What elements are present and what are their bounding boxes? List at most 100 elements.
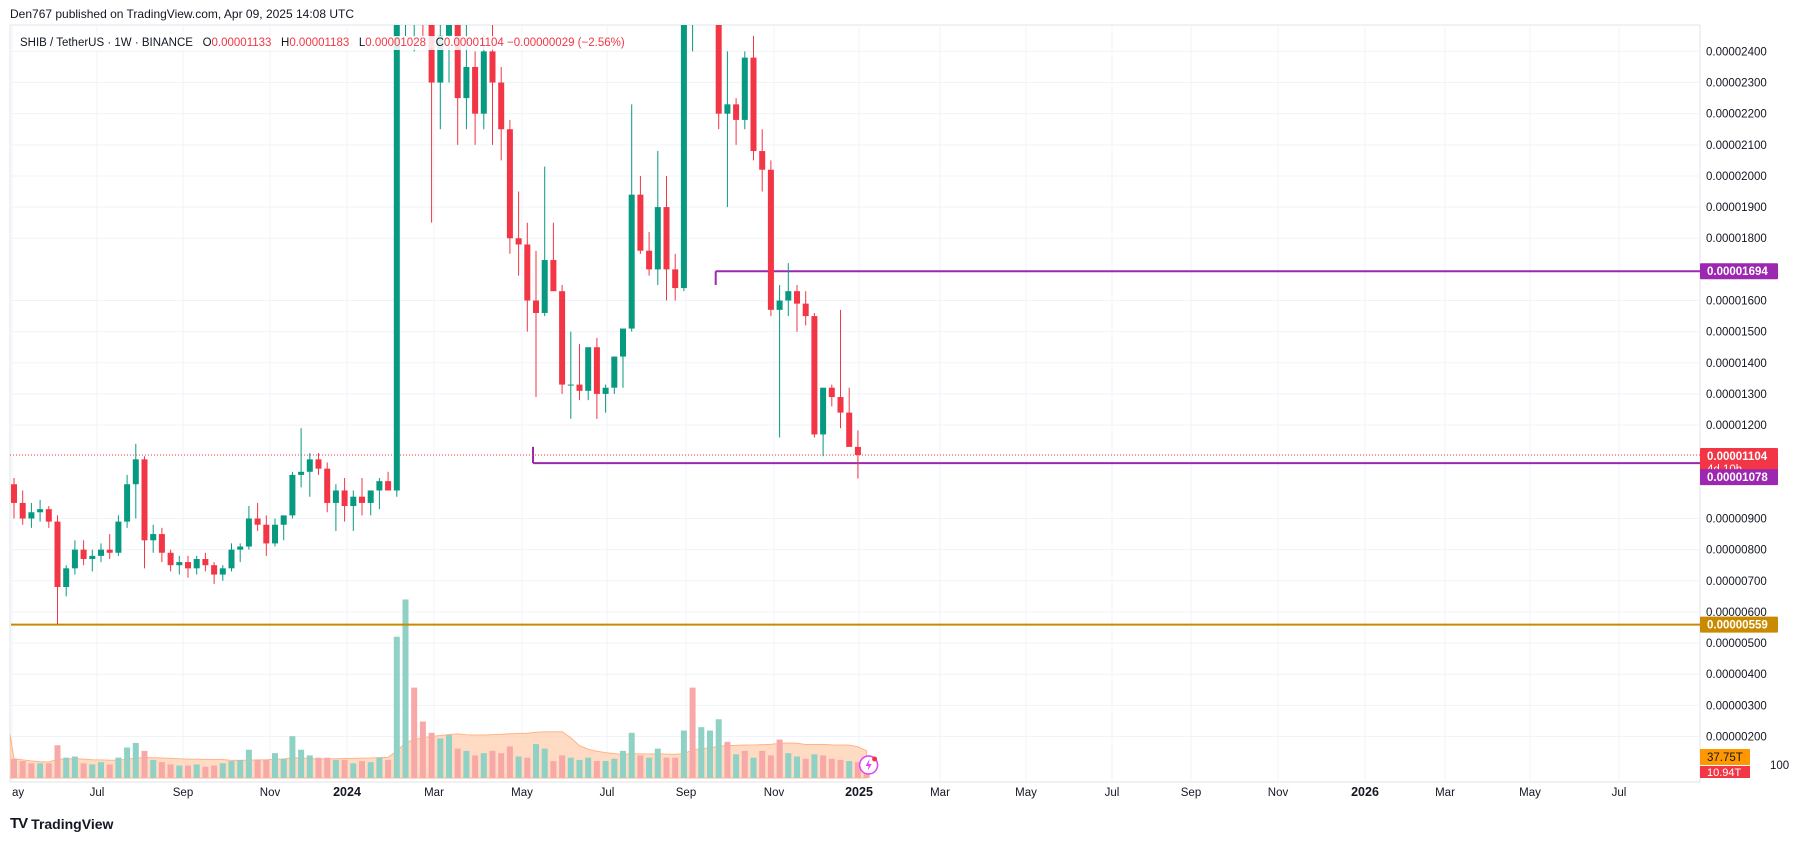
volume-bar bbox=[237, 759, 244, 778]
x-tick-label: 2024 bbox=[333, 785, 361, 799]
candle-body bbox=[80, 549, 87, 559]
candle-body bbox=[767, 169, 774, 310]
candle-body bbox=[98, 549, 104, 556]
candle-body bbox=[463, 66, 470, 99]
candle-body bbox=[776, 300, 783, 310]
candle-body bbox=[350, 496, 357, 507]
volume-axis-label: 100 bbox=[1770, 760, 1789, 772]
volume-bar bbox=[350, 763, 357, 778]
candle-body bbox=[515, 238, 522, 245]
candle-body bbox=[637, 194, 644, 251]
level-badge: 0.00001078 bbox=[1707, 472, 1768, 484]
candle-body bbox=[359, 496, 365, 503]
volume-bar bbox=[802, 758, 809, 778]
candle-body bbox=[19, 502, 26, 519]
candle-body bbox=[620, 328, 626, 357]
volume-bar bbox=[515, 756, 522, 778]
volume-bar bbox=[541, 748, 548, 778]
candle-body bbox=[541, 260, 548, 313]
lightning-icon-glyph bbox=[865, 759, 872, 771]
volume-bar bbox=[489, 750, 496, 778]
volume-bar bbox=[750, 757, 757, 778]
candle-body bbox=[367, 490, 374, 503]
high-value: 0.00001183 bbox=[289, 37, 350, 49]
candle-body bbox=[237, 546, 244, 550]
x-tick-label: Mar bbox=[1435, 787, 1455, 799]
volume-bar bbox=[376, 757, 383, 778]
volume-bar bbox=[698, 727, 705, 778]
volume-badge-bg bbox=[1700, 749, 1750, 765]
y-tick-label: 0.00000800 bbox=[1706, 545, 1767, 557]
y-tick-label: 0.00001600 bbox=[1706, 296, 1767, 308]
volume-bar bbox=[672, 757, 679, 778]
candle-body bbox=[37, 509, 44, 513]
level-badge: 0.00000559 bbox=[1707, 620, 1768, 632]
volume-bar bbox=[193, 764, 200, 778]
volume-bar bbox=[272, 753, 278, 778]
volume-bar bbox=[428, 732, 435, 778]
symbol-name[interactable]: SHIB / TetherUS · 1W · BINANCE bbox=[20, 37, 193, 49]
brand-name: TradingView bbox=[31, 815, 114, 832]
volume-bar bbox=[289, 736, 296, 778]
candle-body bbox=[115, 521, 122, 553]
volume-bar bbox=[446, 735, 452, 778]
candle-body bbox=[393, 25, 400, 491]
y-tick-label: 0.00001300 bbox=[1706, 389, 1767, 401]
volume-bar bbox=[280, 758, 287, 778]
volume-bar bbox=[37, 763, 44, 778]
volume-bar bbox=[98, 762, 104, 778]
candle-body bbox=[585, 347, 592, 391]
y-tick-label: 0.00000500 bbox=[1706, 638, 1767, 650]
volume-bar bbox=[63, 757, 70, 778]
tradingview-logo-icon: TV bbox=[10, 815, 28, 832]
volume-bar bbox=[767, 755, 774, 778]
volume-bar bbox=[298, 749, 305, 778]
volume-bar bbox=[724, 741, 731, 778]
candle-body bbox=[324, 468, 331, 503]
y-tick-label: 0.00000400 bbox=[1706, 669, 1767, 681]
volume-badge: 10.94T bbox=[1707, 767, 1742, 779]
candle-body bbox=[733, 104, 740, 120]
candle-body bbox=[219, 568, 226, 575]
volume-bar bbox=[202, 766, 209, 778]
candle-body bbox=[820, 387, 827, 435]
volume-bar bbox=[628, 732, 635, 778]
candle-body bbox=[403, 0, 409, 20]
volume-bar bbox=[498, 753, 505, 778]
candle-body bbox=[811, 316, 818, 435]
y-tick-label: 0.00002200 bbox=[1706, 109, 1767, 121]
notification-dot bbox=[872, 756, 878, 762]
x-tick-label: ay bbox=[12, 787, 24, 799]
volume-bar bbox=[306, 755, 313, 778]
volume-bar bbox=[576, 759, 583, 778]
volume-bar bbox=[602, 761, 609, 778]
candle-body bbox=[193, 558, 200, 569]
volume-bar bbox=[593, 761, 600, 778]
footer-brand[interactable]: TV TradingView bbox=[10, 815, 113, 832]
y-tick-label: 0.00001400 bbox=[1706, 358, 1767, 370]
y-tick-label: 0.00001500 bbox=[1706, 327, 1767, 339]
level-badge: 0.00001694 bbox=[1707, 266, 1768, 278]
volume-bar bbox=[158, 762, 165, 778]
candle-body bbox=[71, 549, 78, 569]
volume-bar bbox=[367, 762, 374, 778]
candle-body bbox=[298, 471, 305, 475]
volume-bar bbox=[820, 755, 827, 778]
candle-body bbox=[646, 250, 653, 270]
symbol-legend: SHIB / TetherUS · 1W · BINANCE O0.000011… bbox=[18, 36, 627, 50]
y-tick-label: 0.00002000 bbox=[1706, 171, 1767, 183]
candle-body bbox=[854, 446, 861, 455]
volume-bar bbox=[411, 687, 418, 778]
x-tick-label: Sep bbox=[1181, 787, 1201, 799]
volume-bar bbox=[385, 759, 392, 778]
volume-bar bbox=[828, 758, 835, 778]
high-label: H bbox=[281, 37, 290, 49]
candle-body bbox=[593, 347, 600, 394]
volume-bar bbox=[402, 599, 409, 778]
candle-body bbox=[376, 481, 383, 491]
candle-body bbox=[132, 459, 139, 485]
volume-bar bbox=[550, 761, 557, 778]
volume-bar bbox=[80, 763, 87, 778]
x-tick-label: Mar bbox=[930, 787, 950, 799]
